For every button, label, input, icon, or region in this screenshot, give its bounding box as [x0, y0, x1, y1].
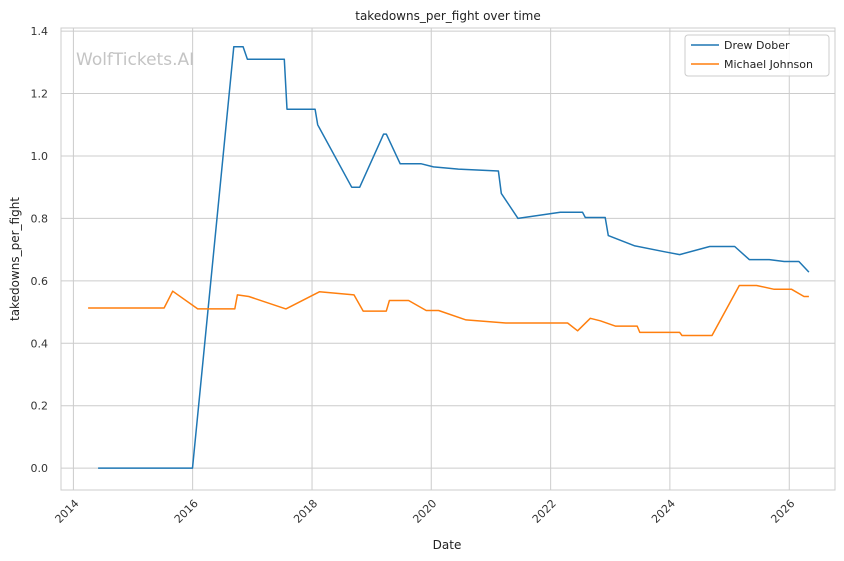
legend-box — [684, 34, 830, 77]
y-tick-label: 0.0 — [31, 462, 49, 475]
plot-area-frame — [60, 27, 836, 491]
series-line-drew-dober — [98, 45, 810, 469]
watermark-text: WolfTickets.AI — [76, 50, 194, 70]
series-line-michael-johnson — [88, 284, 809, 337]
y-tick-label: 1.2 — [31, 88, 49, 101]
y-tick-label: 0.8 — [31, 212, 49, 225]
y-axis-ticks: 0.0 0.2 0.4 0.6 0.8 1.0 1.2 1.4 — [31, 25, 49, 475]
legend: Drew Dober Michael Johnson — [684, 34, 830, 77]
series-lines — [88, 45, 810, 469]
x-axis-label: Date — [433, 538, 462, 552]
y-axis-label: takedowns_per_fight — [8, 197, 22, 321]
y-tick-label: 1.4 — [31, 25, 49, 38]
legend-label-drew-dober: Drew Dober — [724, 39, 790, 52]
y-tick-label: 1.0 — [31, 150, 49, 163]
y-tick-label: 0.6 — [31, 275, 49, 288]
chart-title: takedowns_per_fight over time — [355, 9, 541, 23]
y-tick-label: 0.2 — [31, 400, 49, 413]
grid-lines — [61, 28, 835, 490]
legend-label-michael-johnson: Michael Johnson — [724, 58, 813, 71]
y-tick-label: 0.4 — [31, 337, 49, 350]
